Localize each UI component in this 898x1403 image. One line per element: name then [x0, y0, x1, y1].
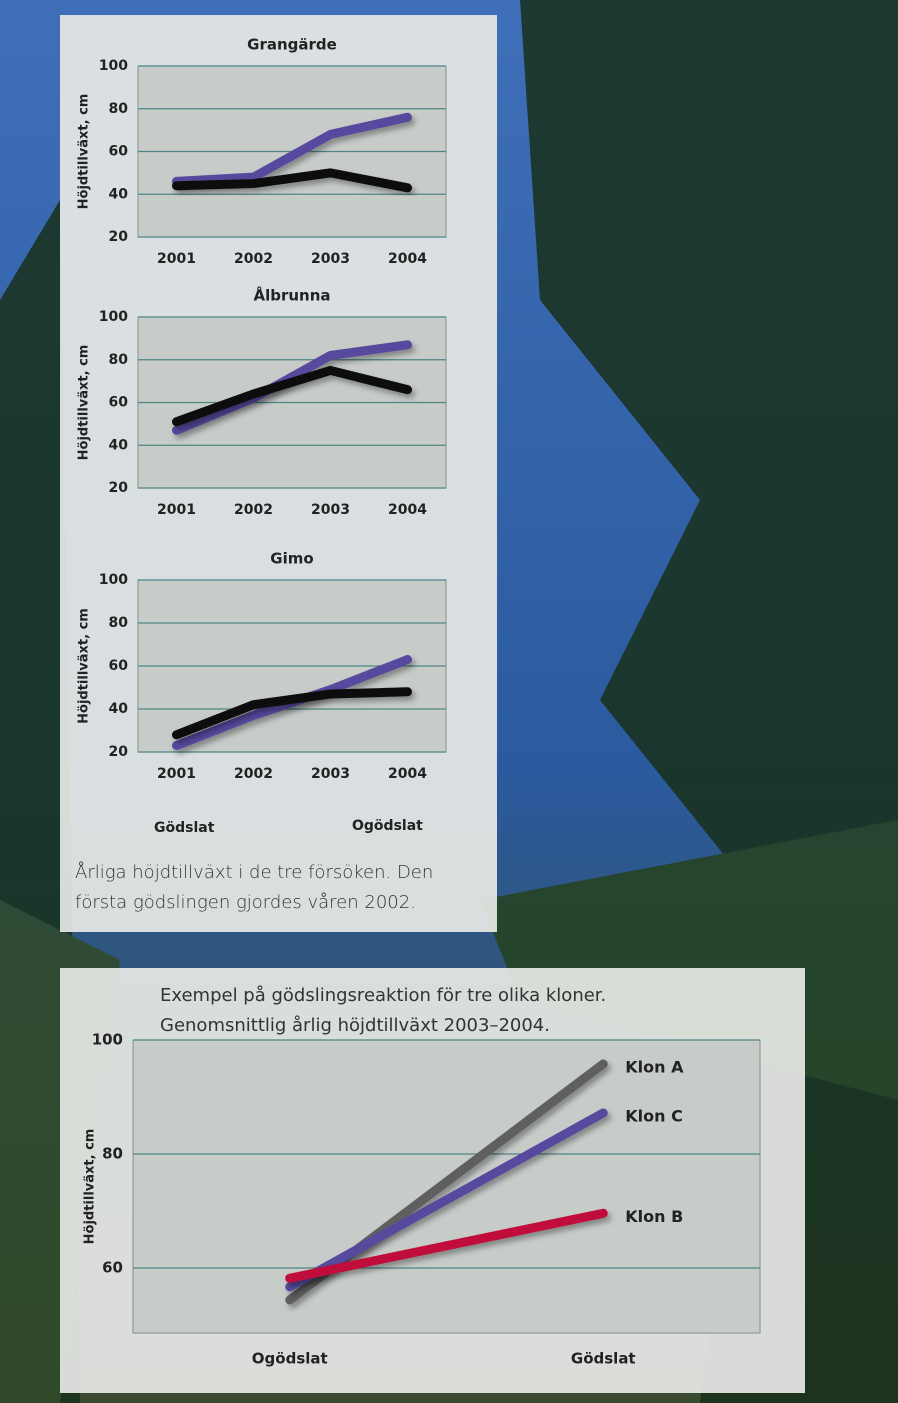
x-tick-label: 2003 [311, 251, 350, 267]
y-tick-label: 80 [109, 615, 129, 631]
y-tick-label: 80 [109, 101, 129, 117]
y-axis-label: Höjdtillväxt, cm [77, 608, 92, 724]
chart-title: Gimo [270, 550, 313, 568]
y-axis-label: Höjdtillväxt, cm [77, 94, 92, 210]
chart-title: Exempel på gödslingsreaktion för tre oli… [160, 985, 606, 1006]
x-tick-label: 2001 [157, 502, 196, 518]
x-tick-label: Ogödslat [252, 1350, 328, 1368]
series-label: Klon C [625, 1106, 683, 1125]
series-label: Klon A [625, 1057, 684, 1076]
y-tick-label: 100 [99, 58, 128, 74]
legend-label: Gödslat [154, 820, 215, 836]
y-tick-label: 80 [102, 1145, 123, 1163]
y-tick-label: 60 [109, 144, 129, 160]
chart-title: Grangärde [247, 36, 337, 54]
y-tick-label: 20 [109, 229, 129, 245]
chart-subtitle: Genomsnittlig årlig höjdtillväxt 2003–20… [160, 1015, 550, 1036]
chart-title: Ålbrunna [253, 286, 330, 305]
x-tick-label: 2002 [234, 251, 273, 267]
y-tick-label: 100 [99, 572, 128, 588]
y-tick-label: 40 [109, 701, 129, 717]
x-tick-label: 2003 [311, 766, 350, 782]
x-tick-label: 2004 [388, 766, 427, 782]
y-tick-label: 40 [109, 437, 129, 453]
x-tick-label: 2001 [157, 766, 196, 782]
x-tick-label: 2002 [234, 502, 273, 518]
page: Gödslat Ogödslat 20 40 60 80 100 2001 2002 2003… [0, 0, 898, 1403]
y-tick-label: 20 [109, 744, 129, 760]
y-tick-label: 100 [92, 1031, 123, 1049]
x-tick-label: Gödslat [571, 1350, 636, 1368]
y-tick-label: 20 [109, 480, 129, 496]
x-tick-label: 2004 [388, 251, 427, 267]
legend-label: Ogödslat [352, 818, 423, 834]
y-axis-label: Höjdtillväxt, cm [77, 345, 92, 461]
y-tick-label: 100 [99, 309, 128, 325]
y-tick-label: 80 [109, 352, 129, 368]
y-tick-label: 40 [109, 186, 129, 202]
series-label: Klon B [625, 1207, 683, 1226]
y-axis-label: Höjdtillväxt, cm [83, 1129, 98, 1245]
caption: Årliga höjdtillväxt i de tre försöken. D… [75, 858, 480, 918]
y-tick-label: 60 [102, 1259, 123, 1277]
chart-page: Gödslat Ogödslat 20 40 60 80 100 2001 2002 2003… [0, 0, 898, 1403]
y-tick-label: 60 [109, 395, 129, 411]
x-tick-label: 2003 [311, 502, 350, 518]
x-tick-label: 2001 [157, 251, 196, 267]
x-tick-label: 2002 [234, 766, 273, 782]
y-tick-label: 60 [109, 658, 129, 674]
x-tick-label: 2004 [388, 502, 427, 518]
